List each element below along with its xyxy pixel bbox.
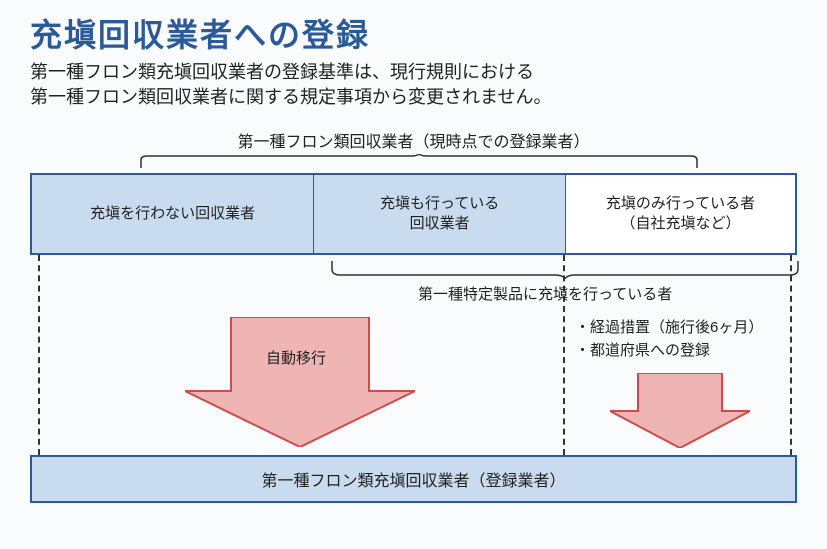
- result-box: 第一種フロン類充塡回収業者（登録業者）: [30, 455, 797, 503]
- dashed-line-left: [38, 255, 40, 455]
- page-title: 充塡回収業者への登録: [30, 10, 797, 56]
- box-fill-only: 充塡のみ行っている者（自社充塡など）: [566, 175, 795, 253]
- box-no-fill-recovery: 充塡を行わない回収業者: [32, 175, 314, 253]
- page-subtitle: 第一種フロン類充塡回収業者の登録基準は、現行規則における 第一種フロン類回収業者…: [30, 60, 797, 110]
- arrow-auto-transfer-label: 自動移行: [266, 347, 326, 368]
- arrow-auto-transfer-icon: [185, 317, 415, 447]
- transition-bullets: ・経過措置（施行後6ヶ月） ・都道府県への登録: [575, 317, 763, 362]
- arrow-register-icon: [610, 373, 750, 448]
- top-bracket-area: 第一種フロン類回収業者（現時点での登録業者）: [30, 128, 797, 173]
- box-fill-and-recovery: 充塡も行っている回収業者: [314, 175, 566, 253]
- top-bracket-label: 第一種フロン類回収業者（現時点での登録業者）: [237, 128, 589, 152]
- bullet-1: ・経過措置（施行後6ヶ月）: [575, 317, 763, 340]
- bracket-bottom-icon: [330, 261, 800, 279]
- bracket-top-icon: [139, 154, 699, 168]
- bullet-2: ・都道府県への登録: [575, 340, 763, 363]
- dashed-line-right: [790, 255, 792, 455]
- box3-text: 充塡のみ行っている者（自社充塡など）: [606, 194, 755, 235]
- flow-area: 第一種特定製品に充塡を行っている者 自動移行 ・経過措置（施行後6ヶ月） ・都道…: [30, 255, 797, 455]
- subtitle-line1: 第一種フロン類充塡回収業者の登録基準は、現行規則における: [30, 62, 534, 82]
- category-boxes: 充塡を行わない回収業者 充塡も行っている回収業者 充塡のみ行っている者（自社充塡…: [30, 173, 797, 255]
- box2-text: 充塡も行っている回収業者: [380, 194, 499, 235]
- subtitle-line2: 第一種フロン類回収業者に関する規定事項から変更されません。: [30, 87, 551, 107]
- bottom-bracket-label: 第一種特定製品に充塡を行っている者: [418, 283, 672, 304]
